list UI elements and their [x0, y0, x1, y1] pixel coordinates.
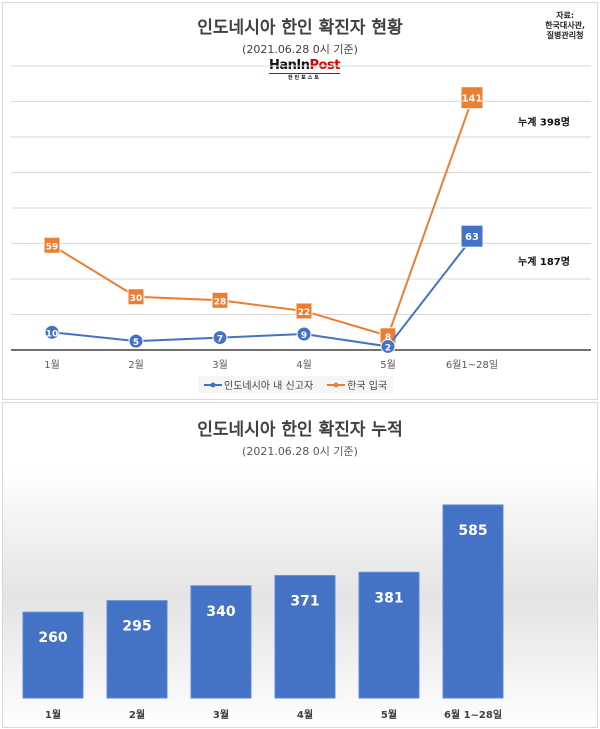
bar-value-label: 340: [206, 604, 235, 620]
source-2: 질병관리청: [546, 31, 584, 40]
source-label: 자료:: [556, 11, 575, 20]
chart-subtitle: (2021.06.28 0시 기준): [242, 43, 358, 56]
data-label: 28: [214, 297, 227, 307]
data-label: 5: [133, 338, 139, 348]
data-label: 30: [130, 294, 143, 304]
data-point: [295, 302, 313, 320]
logo-sub: 한인포스트: [287, 75, 321, 81]
data-point: [128, 333, 144, 349]
data-point: [211, 291, 229, 309]
x-tick-label: 6월1~28일: [446, 359, 498, 371]
bar-chart-svg: 260 1월 295 2월 340 3월 371 4월 381 5월 585 6월 1~28일: [22, 504, 504, 721]
chart-title: 인도네시아 한인 확진자 현황: [197, 18, 403, 38]
data-point: [43, 236, 61, 254]
data-label: 63: [465, 232, 479, 243]
series-line: [51, 99, 473, 338]
x-tick-label: 2월: [128, 359, 144, 371]
total-label: 누계 187명: [518, 255, 570, 268]
series-line: [51, 237, 473, 348]
bar: [274, 575, 336, 699]
bar: [358, 571, 420, 699]
data-label: 7: [217, 335, 223, 345]
bar-value-label: 585: [458, 523, 487, 539]
x-tick-label: 2월: [129, 709, 145, 721]
data-point: [127, 288, 145, 306]
legend-item-indonesia: 인도네시아 내 신고자: [204, 377, 313, 392]
bar: [442, 504, 504, 699]
x-tick-label: 5월: [380, 359, 396, 371]
data-point: [460, 224, 484, 248]
total-label: 누계 398명: [518, 116, 570, 129]
data-label: 10: [46, 329, 59, 339]
data-label: 2: [385, 343, 391, 353]
data-point: [44, 324, 60, 340]
x-tick-label: 3월: [212, 359, 228, 371]
bar-value-label: 260: [38, 630, 67, 646]
source-note: 자료: 한국대사관, 질병관리청: [545, 11, 585, 41]
line-chart-svg: 1월 2월 3월 4월 5월 6월1~28일 59 30 28 22 8 141 누계 398명 10 5 7…: [11, 65, 591, 371]
data-label: 141: [462, 94, 483, 105]
bar: [22, 611, 84, 699]
chart-subtitle: (2021.06.28 0시 기준): [242, 445, 358, 458]
legend: 인도네시아 내 신고자 한국 입국: [198, 376, 394, 393]
legend-label: 한국 입국: [347, 381, 388, 392]
data-point: [296, 326, 312, 342]
bar-chart-panel: 인도네시아 한인 확진자 누적 (2021.06.28 0시 기준) 260 1월…: [2, 402, 598, 728]
bar: [190, 585, 252, 699]
data-label: 9: [301, 331, 307, 341]
bar-value-label: 295: [122, 619, 151, 635]
data-point: [212, 330, 228, 346]
data-label: 59: [46, 242, 59, 252]
data-label: 22: [298, 308, 311, 318]
line-chart-panel: 인도네시아 한인 확진자 현황 (2021.06.28 0시 기준) 자료: 한…: [2, 2, 598, 400]
x-tick-label: 4월: [297, 709, 313, 721]
x-tick-label: 1월: [45, 709, 61, 721]
data-point: [380, 338, 396, 354]
data-label: 8: [385, 333, 391, 343]
x-tick-label: 3월: [213, 709, 229, 721]
x-tick-label: 4월: [296, 359, 312, 371]
legend-item-korea: 한국 입국: [327, 377, 387, 392]
data-point: [460, 86, 484, 110]
source-1: 한국대사관,: [545, 21, 585, 30]
bar-value-label: 371: [290, 594, 319, 610]
legend-label: 인도네시아 내 신고자: [224, 381, 314, 392]
bar-value-label: 381: [374, 590, 403, 606]
x-tick-label: 1월: [44, 359, 60, 371]
x-tick-label: 5월: [381, 709, 397, 721]
x-tick-label: 6월 1~28일: [444, 708, 502, 721]
chart-title: 인도네시아 한인 확진자 누적: [197, 420, 403, 440]
bar: [106, 600, 168, 699]
